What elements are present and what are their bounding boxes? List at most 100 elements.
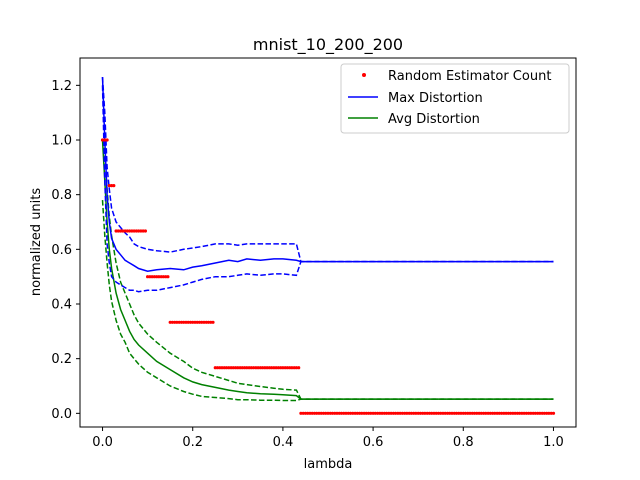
count-point [285,366,289,370]
count-point [421,411,425,415]
count-point [292,366,296,370]
count-point [123,229,127,233]
count-point [297,366,301,370]
count-point [504,411,508,415]
count-point [182,320,186,324]
count-point [430,411,434,415]
count-point [500,411,504,415]
count-point [502,411,506,415]
y-axis-label: normalized units [29,188,44,297]
count-point [132,229,136,233]
count-point [236,366,240,370]
count-point [339,411,344,415]
count-point [139,229,143,233]
count-point [486,411,490,415]
legend-box [340,63,570,134]
chart-title: mnist_10_200_200 [253,35,403,55]
count-point [170,320,174,324]
count-point [551,411,556,415]
count-point [441,411,445,415]
count-point [416,411,420,415]
count-point [439,411,443,415]
count-point [364,411,368,415]
count-point [545,411,549,415]
count-point [475,411,479,415]
count-point [412,411,416,415]
count-point [398,411,402,415]
avg-lower-bound [101,200,554,402]
y-tick-label: 1.2 [51,79,72,94]
count-point [243,366,247,370]
count-point [484,411,488,415]
count-point [215,366,220,370]
x-tick-label: 0.2 [182,435,203,450]
count-point [146,275,150,279]
count-point [100,138,105,142]
count-point [281,366,285,370]
count-point [279,366,283,370]
count-point [477,411,481,415]
legend-label-avg: Avg Distortion [388,112,480,127]
x-tick-label: 0.0 [92,435,113,450]
count-point [434,411,438,415]
count-point [317,411,321,415]
count-point [536,411,540,415]
count-point [342,411,346,415]
avg-upper-bound [101,139,554,400]
count-point [299,411,303,415]
count-point [362,411,366,415]
count-point [380,411,384,415]
count-point [463,411,468,415]
count-point [511,411,515,415]
count-point [509,411,513,415]
count-point [161,275,165,279]
count-point [193,320,197,324]
count-point [128,229,132,233]
count-point [173,320,177,324]
y-tick-label: 0.8 [51,188,72,203]
count-point [321,411,326,415]
count-point [301,411,305,415]
count-point [468,411,472,415]
count-point [211,320,215,324]
count-point [245,366,249,370]
count-point [344,411,348,415]
count-point [403,411,407,415]
count-point [179,320,184,324]
count-point [310,411,314,415]
count-point [445,411,450,415]
count-point [382,411,386,415]
count-point [524,411,529,415]
max-lower-bound [101,85,554,293]
count-point [276,366,280,370]
count-point [227,366,231,370]
count-point [206,320,211,324]
count-point [506,411,510,415]
count-point [452,411,456,415]
count-point [367,411,371,415]
count-point [337,411,341,415]
count-point [148,275,152,279]
count-point [351,411,355,415]
count-point [150,275,154,279]
count-point [409,411,413,415]
count-point [272,366,276,370]
count-point [224,366,229,370]
count-point [454,411,459,415]
count-point [324,411,328,415]
count-point [378,411,382,415]
count-point [231,366,235,370]
count-point [283,366,287,370]
count-point [369,411,373,415]
count-point [414,411,418,415]
legend-label-max: Max Distortion [388,91,483,106]
count-point [274,366,278,370]
count-point [330,411,335,415]
count-point [538,411,542,415]
count-point [137,229,141,233]
x-tick-label: 0.4 [273,435,294,450]
count-point [466,411,470,415]
count-point [168,320,172,324]
count-point [204,320,208,324]
count-point [495,411,499,415]
